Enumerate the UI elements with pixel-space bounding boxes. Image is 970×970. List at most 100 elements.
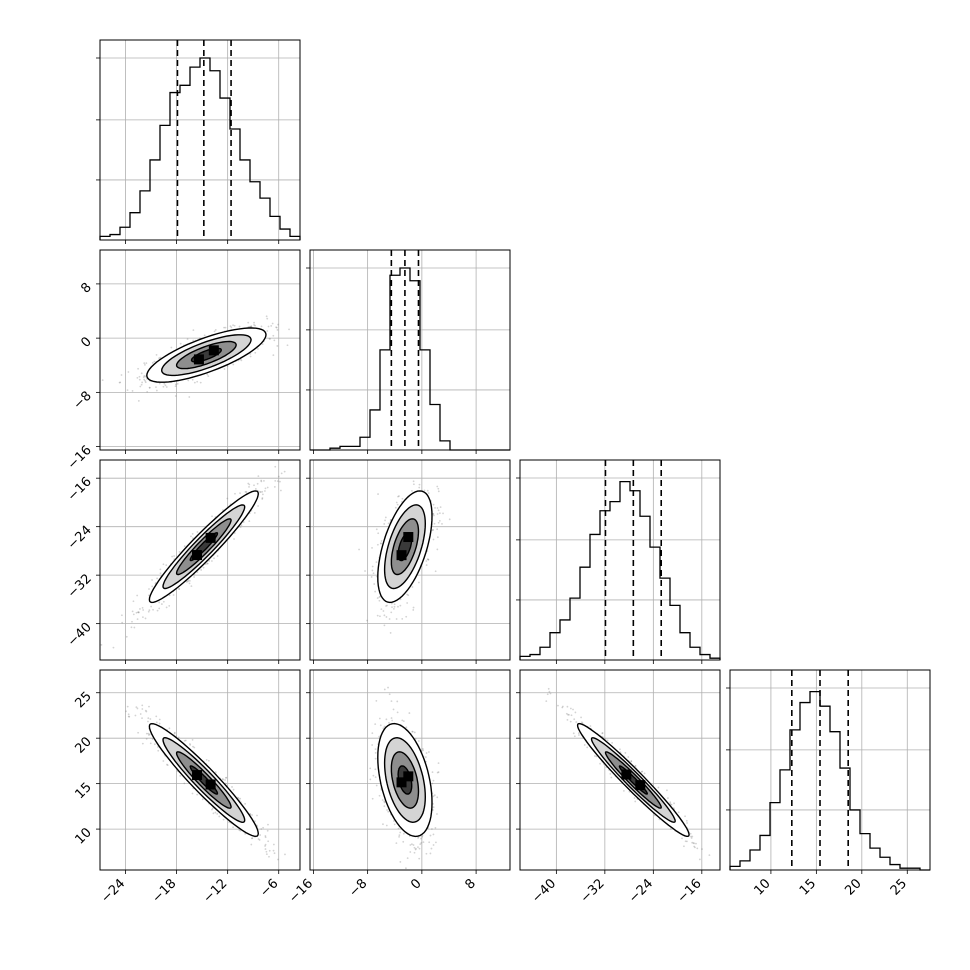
scatter-point: [143, 362, 146, 365]
scatter-point: [271, 322, 274, 325]
scatter-point: [259, 490, 261, 493]
scatter-point: [276, 329, 279, 331]
scatter-point: [689, 832, 692, 835]
scatter-point: [218, 815, 221, 818]
histogram-panel: 10 15 20 25: [726, 669, 931, 899]
scatter-point: [677, 811, 680, 814]
scatter-point: [448, 518, 451, 521]
scatter-point: [273, 874, 275, 876]
scatter-point: [399, 604, 402, 607]
x-tick-label: −18: [149, 876, 179, 906]
scatter-point: [256, 482, 259, 485]
scatter-point: [565, 712, 568, 715]
scatter-point: [364, 570, 366, 572]
scatter-point: [436, 548, 439, 551]
density-layer: [100, 465, 286, 649]
scatter-point: [369, 778, 372, 781]
scatter-point: [138, 378, 141, 381]
scatter-point: [148, 734, 150, 736]
scatter-point: [373, 583, 376, 585]
scatter-point: [179, 342, 182, 345]
scatter-point: [263, 479, 265, 482]
scatter-point: [136, 707, 139, 710]
scatter-point: [380, 542, 382, 545]
panel-frame: [729, 669, 931, 871]
scatter-point: [232, 826, 234, 829]
scatter-point: [379, 615, 381, 618]
scatter-point: [214, 811, 217, 814]
scatter-point: [421, 747, 424, 750]
density-peak: [396, 777, 407, 788]
scatter-point: [152, 608, 154, 611]
scatter-point: [254, 820, 256, 823]
scatter-point: [189, 743, 192, 746]
scatter-point: [136, 376, 139, 379]
scatter-point: [159, 572, 162, 575]
scatter-point: [223, 326, 225, 329]
scatter-point: [257, 348, 259, 350]
scatter-point: [118, 381, 121, 384]
scatter-point: [244, 491, 247, 493]
scatter-point: [213, 330, 216, 333]
scatter-point: [390, 602, 393, 605]
scatter-point: [432, 513, 435, 515]
scatter-point: [378, 794, 381, 797]
scatter-point: [375, 700, 378, 702]
scatter-point: [247, 482, 250, 485]
scatter-point: [412, 609, 415, 611]
scatter-point: [233, 538, 235, 540]
scatter-point: [693, 845, 696, 848]
scatter-point: [433, 794, 436, 797]
scatter-point: [279, 480, 281, 483]
scatter-point: [174, 383, 177, 386]
scatter-point: [395, 501, 398, 504]
scatter-point: [148, 386, 151, 389]
scatter-point: [371, 569, 374, 572]
scatter-point: [366, 619, 368, 622]
scatter-point: [191, 537, 194, 540]
scatter-point: [205, 758, 208, 761]
scatter-point: [188, 580, 191, 582]
scatter-point: [432, 833, 435, 836]
scatter-point: [186, 338, 189, 340]
scatter-point: [369, 767, 372, 770]
y-tick-label: −8: [71, 389, 95, 413]
scatter-point: [425, 752, 428, 754]
scatter-point: [192, 339, 195, 342]
scatter-point: [140, 383, 143, 386]
scatter-point: [265, 850, 268, 853]
scatter-panel: −16−808: [65, 249, 301, 473]
scatter-point: [391, 606, 393, 609]
histogram-panel: [306, 249, 511, 454]
scatter-point: [684, 815, 686, 818]
scatter-point: [126, 389, 129, 391]
scatter-point: [141, 606, 144, 609]
scatter-point: [377, 493, 379, 495]
scatter-point: [240, 524, 243, 527]
scatter-point: [134, 714, 137, 717]
scatter-point: [171, 555, 174, 558]
scatter-point: [174, 395, 177, 397]
scatter-point: [377, 532, 380, 535]
scatter-point: [397, 827, 400, 830]
scatter-point: [159, 568, 162, 571]
scatter-point: [121, 621, 124, 624]
scatter-point: [139, 385, 142, 388]
scatter-point: [386, 604, 388, 607]
scatter-point: [254, 351, 257, 354]
scatter-point: [268, 337, 271, 340]
density-layer: [125, 704, 286, 876]
scatter-point: [268, 849, 271, 852]
scatter-point: [610, 776, 613, 779]
scatter-point: [145, 710, 148, 713]
scatter-point: [207, 759, 210, 762]
scatter-point: [425, 564, 428, 566]
scatter-point: [589, 725, 592, 727]
scatter-point: [133, 626, 136, 629]
scatter-point: [244, 832, 247, 835]
scatter-point: [170, 346, 173, 349]
scatter-point: [405, 726, 408, 729]
scatter-point: [388, 618, 391, 620]
scatter-point: [383, 800, 386, 803]
scatter-point: [384, 519, 386, 522]
